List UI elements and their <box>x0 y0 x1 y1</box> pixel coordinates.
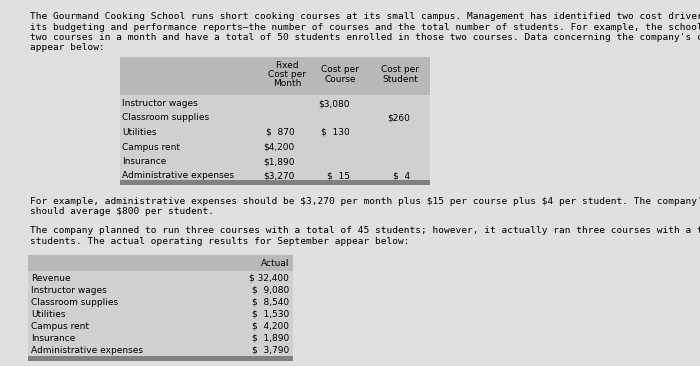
Text: Campus rent: Campus rent <box>31 322 89 331</box>
Text: $  870: $ 870 <box>266 128 295 137</box>
Text: Utilities: Utilities <box>122 128 157 137</box>
Text: Cost per: Cost per <box>321 66 359 75</box>
FancyBboxPatch shape <box>28 255 293 361</box>
Text: Administrative expenses: Administrative expenses <box>122 172 234 180</box>
FancyBboxPatch shape <box>28 356 293 361</box>
Text: Cost per: Cost per <box>381 66 419 75</box>
Text: Classroom supplies: Classroom supplies <box>31 298 118 307</box>
Text: Insurance: Insurance <box>31 334 76 343</box>
Text: Classroom supplies: Classroom supplies <box>122 113 209 123</box>
Text: For example, administrative expenses should be $3,270 per month plus $15 per cou: For example, administrative expenses sho… <box>30 197 700 206</box>
Text: $  3,790: $ 3,790 <box>252 346 289 355</box>
Text: should average $800 per student.: should average $800 per student. <box>30 208 214 217</box>
Text: $260: $260 <box>387 113 410 123</box>
Text: appear below:: appear below: <box>30 44 105 52</box>
Text: $  1,530: $ 1,530 <box>252 310 289 319</box>
Text: $ 32,400: $ 32,400 <box>249 274 289 283</box>
Text: $  9,080: $ 9,080 <box>252 286 289 295</box>
Text: Campus rent: Campus rent <box>122 142 180 152</box>
FancyBboxPatch shape <box>28 255 293 271</box>
Text: students. The actual operating results for September appear below:: students. The actual operating results f… <box>30 236 409 246</box>
Text: Course: Course <box>324 75 356 83</box>
Text: $  8,540: $ 8,540 <box>252 298 289 307</box>
Text: Insurance: Insurance <box>122 157 167 166</box>
Text: Utilities: Utilities <box>31 310 66 319</box>
FancyBboxPatch shape <box>120 57 430 95</box>
Text: $  1,890: $ 1,890 <box>252 334 289 343</box>
Text: $1,890: $1,890 <box>263 157 295 166</box>
Text: $4,200: $4,200 <box>264 142 295 152</box>
Text: $  15: $ 15 <box>327 172 350 180</box>
Text: Instructor wages: Instructor wages <box>31 286 106 295</box>
Text: The company planned to run three courses with a total of 45 students; however, i: The company planned to run three courses… <box>30 226 700 235</box>
Text: Fixed: Fixed <box>275 61 299 70</box>
FancyBboxPatch shape <box>120 57 430 185</box>
Text: $  4: $ 4 <box>393 172 410 180</box>
Text: its budgeting and performance reports—the number of courses and the total number: its budgeting and performance reports—th… <box>30 22 700 31</box>
Text: $  4,200: $ 4,200 <box>252 322 289 331</box>
Text: two courses in a month and have a total of 50 students enrolled in those two cou: two courses in a month and have a total … <box>30 33 700 42</box>
Text: $3,080: $3,080 <box>318 99 350 108</box>
Text: Instructor wages: Instructor wages <box>122 99 197 108</box>
Text: $3,270: $3,270 <box>264 172 295 180</box>
Text: Revenue: Revenue <box>31 274 71 283</box>
FancyBboxPatch shape <box>120 180 430 185</box>
Text: Cost per: Cost per <box>268 70 306 79</box>
Text: The Gourmand Cooking School runs short cooking courses at its small campus. Mana: The Gourmand Cooking School runs short c… <box>30 12 700 21</box>
Text: Student: Student <box>382 75 418 83</box>
Text: Administrative expenses: Administrative expenses <box>31 346 143 355</box>
Text: Actual: Actual <box>260 259 289 268</box>
Text: $  130: $ 130 <box>321 128 350 137</box>
Text: Month: Month <box>273 79 301 88</box>
